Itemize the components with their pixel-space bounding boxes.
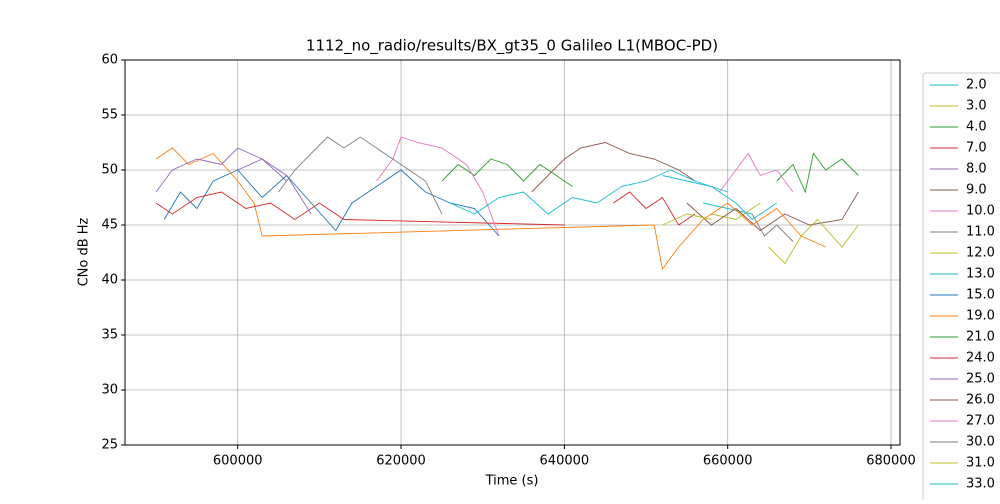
legend-label: 2.0 <box>966 78 987 93</box>
y-tick-label: 50 <box>101 163 118 178</box>
series-line <box>155 191 565 226</box>
legend-label: 9.0 <box>966 183 987 198</box>
legend-label: 26.0 <box>966 393 995 408</box>
series-line <box>751 213 794 242</box>
legend-label: 33.0 <box>966 477 995 492</box>
legend-label: 31.0 <box>966 456 995 471</box>
series-line <box>531 142 696 193</box>
legend-label: 21.0 <box>966 330 995 345</box>
series-line <box>376 136 500 237</box>
series-line <box>719 152 794 193</box>
y-tick-label: 30 <box>101 383 118 398</box>
legend-label: 25.0 <box>966 372 995 387</box>
series-line <box>711 202 761 220</box>
y-tick-label: 25 <box>101 438 118 453</box>
y-tick-label: 55 <box>101 108 118 123</box>
legend-label: 30.0 <box>966 435 995 450</box>
series-line <box>662 213 712 226</box>
series-line <box>703 202 753 215</box>
y-tick-label: 40 <box>101 273 118 288</box>
legend-box <box>922 72 1000 504</box>
series-line <box>776 152 859 194</box>
legend-label: 8.0 <box>966 162 987 177</box>
legend-label: 7.0 <box>966 141 987 156</box>
legend-label: 24.0 <box>966 351 995 366</box>
series-line <box>163 169 500 237</box>
series-line <box>449 169 728 215</box>
x-tick-label: 640000 <box>540 454 590 469</box>
legend-label: 4.0 <box>966 120 987 135</box>
legend-label: 12.0 <box>966 246 995 261</box>
x-axis-label: Time (s) <box>485 474 539 489</box>
series-line <box>441 158 573 187</box>
y-axis-label: CNo dB Hz <box>77 217 92 286</box>
y-tick-label: 35 <box>101 328 118 343</box>
series-line <box>278 136 443 215</box>
legend-label: 27.0 <box>966 414 995 429</box>
series-line <box>768 218 859 265</box>
legend-label: 3.0 <box>966 99 987 114</box>
legend-label: 10.0 <box>966 204 995 219</box>
legend-label: 11.0 <box>966 225 995 240</box>
series-line <box>155 147 312 215</box>
x-tick-label: 660000 <box>703 454 753 469</box>
chart-title: 1112_no_radio/results/BX_gt35_0 Galileo … <box>306 37 718 56</box>
legend-label: 13.0 <box>966 267 995 282</box>
series-line <box>155 147 826 271</box>
series-line <box>662 175 777 221</box>
plot-frame <box>124 59 901 446</box>
y-tick-label: 45 <box>101 218 118 233</box>
legend-label: 19.0 <box>966 309 995 324</box>
x-tick-label: 620000 <box>376 454 426 469</box>
x-tick-label: 680000 <box>866 454 916 469</box>
legend: 2.0 3.0 4.0 7.0 8.0 9.0 10.0 11.0 12.0 13.0 15.0 19… <box>922 72 1000 504</box>
series-line <box>613 191 696 226</box>
series-line <box>686 191 859 232</box>
y-tick-label: 60 <box>101 53 118 68</box>
legend-label: 15.0 <box>966 288 995 303</box>
x-tick-label: 600000 <box>213 454 263 469</box>
